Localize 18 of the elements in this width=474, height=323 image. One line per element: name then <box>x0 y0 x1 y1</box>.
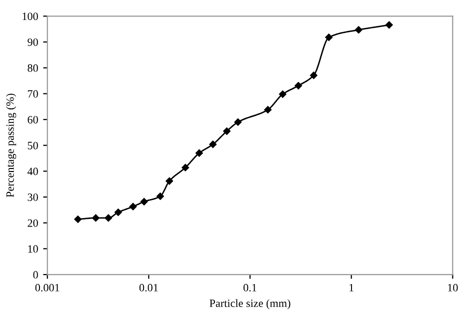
y-tick-label: 40 <box>27 168 38 176</box>
y-tick-label: 70 <box>28 90 38 98</box>
y-tick-label: 30 <box>28 193 38 201</box>
x-axis-title: Particle size (mm) <box>210 299 290 310</box>
y-tick-label: 90 <box>28 38 38 46</box>
y-tick-label: 50 <box>28 142 38 150</box>
y-tick-label: 60 <box>28 116 38 124</box>
x-tick-label: 0.001 <box>35 284 60 292</box>
y-axis-title: Percentage passing (%) <box>6 94 16 198</box>
y-tick-label: 100 <box>22 12 38 20</box>
x-tick-label: 0.01 <box>139 284 158 292</box>
y-tick-label: 80 <box>28 64 38 72</box>
y-tick-label: 10 <box>28 245 38 253</box>
y-tick-label: 20 <box>28 219 38 227</box>
x-tick-label: 10 <box>448 284 458 292</box>
x-tick-label: 1 <box>350 284 354 292</box>
x-tick-label: 0.1 <box>244 284 256 292</box>
y-tick-label: 0 <box>33 271 38 279</box>
